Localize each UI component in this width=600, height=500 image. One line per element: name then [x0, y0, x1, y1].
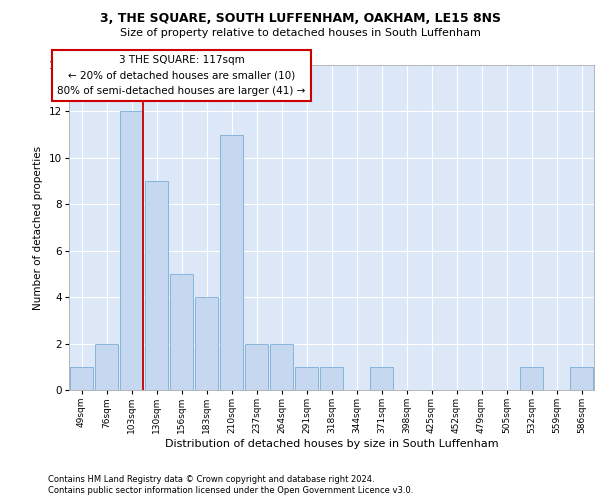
Bar — [170, 274, 193, 390]
Bar — [270, 344, 293, 390]
Bar — [220, 134, 243, 390]
Text: 3 THE SQUARE: 117sqm
← 20% of detached houses are smaller (10)
80% of semi-detac: 3 THE SQUARE: 117sqm ← 20% of detached h… — [58, 55, 305, 96]
Y-axis label: Number of detached properties: Number of detached properties — [33, 146, 43, 310]
Bar — [70, 367, 93, 390]
Bar — [520, 367, 543, 390]
Text: 3, THE SQUARE, SOUTH LUFFENHAM, OAKHAM, LE15 8NS: 3, THE SQUARE, SOUTH LUFFENHAM, OAKHAM, … — [100, 12, 500, 26]
Bar — [145, 181, 168, 390]
Bar — [295, 367, 318, 390]
Text: Contains public sector information licensed under the Open Government Licence v3: Contains public sector information licen… — [48, 486, 413, 495]
Bar — [320, 367, 343, 390]
Bar — [120, 112, 143, 390]
Bar — [245, 344, 268, 390]
X-axis label: Distribution of detached houses by size in South Luffenham: Distribution of detached houses by size … — [164, 439, 499, 449]
Bar — [95, 344, 118, 390]
Text: Contains HM Land Registry data © Crown copyright and database right 2024.: Contains HM Land Registry data © Crown c… — [48, 475, 374, 484]
Text: Size of property relative to detached houses in South Luffenham: Size of property relative to detached ho… — [119, 28, 481, 38]
Bar — [195, 297, 218, 390]
Bar — [370, 367, 393, 390]
Bar — [570, 367, 593, 390]
